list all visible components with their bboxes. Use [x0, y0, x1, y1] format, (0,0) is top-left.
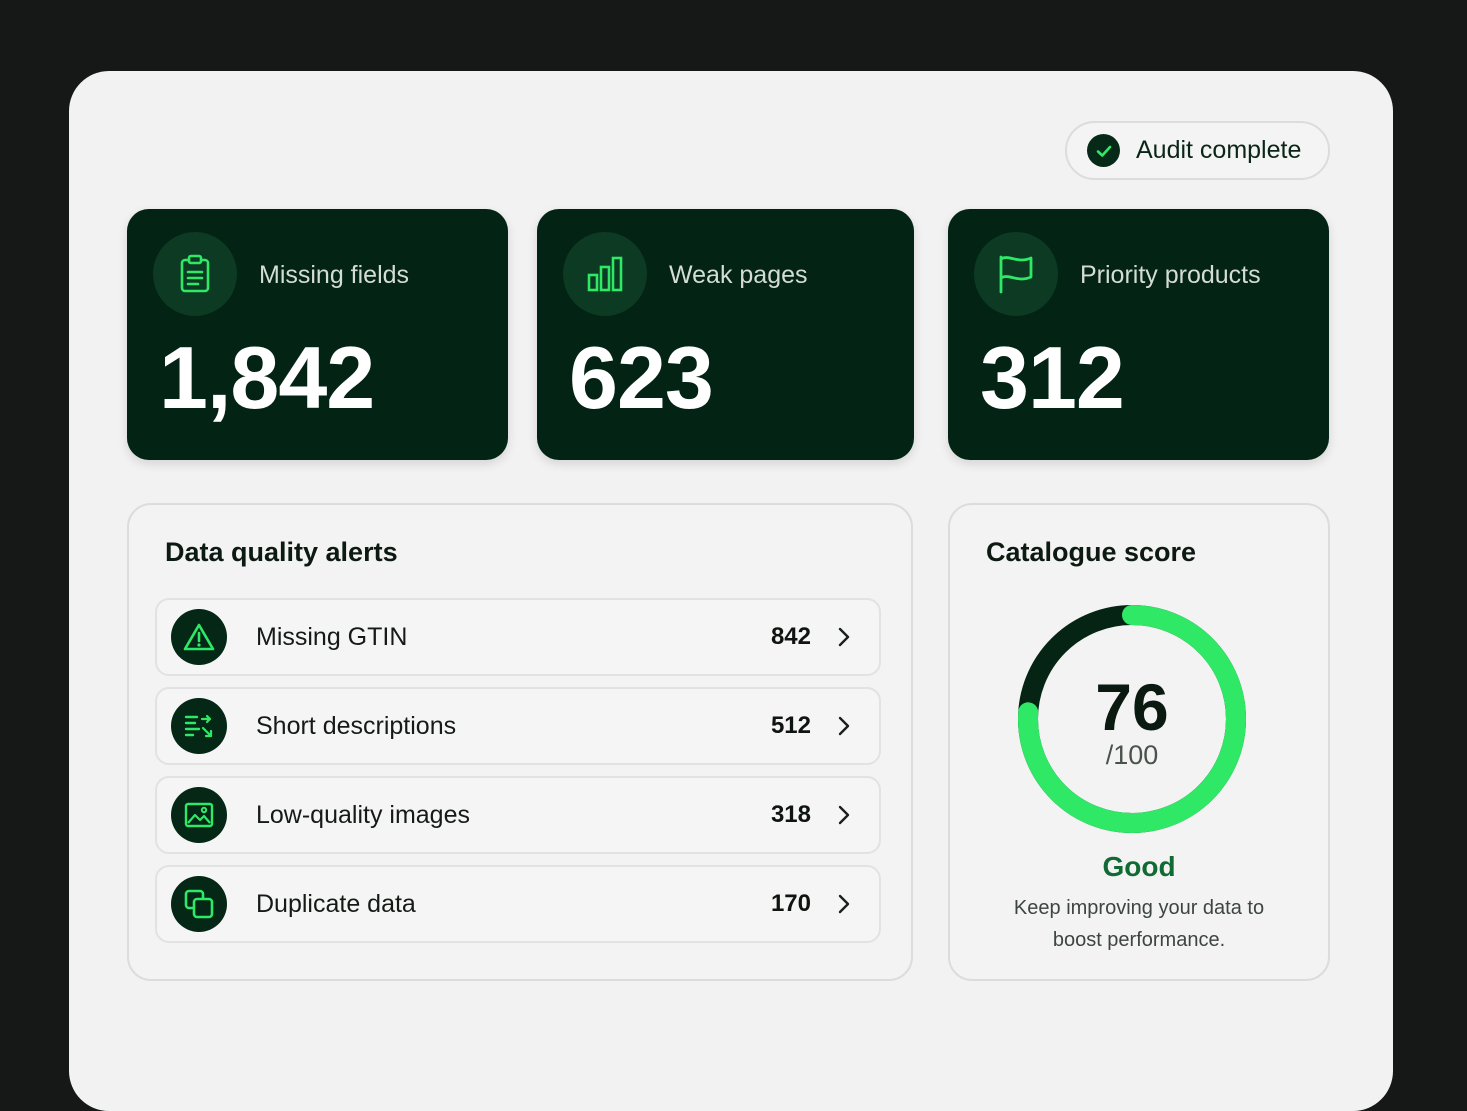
- check-circle-icon: [1087, 134, 1120, 167]
- score-gauge: 76 /100: [1016, 603, 1248, 835]
- dashboard-panel: Audit complete Missing fields 1,842 Weak…: [69, 71, 1393, 1111]
- data-quality-alerts-card: Data quality alerts Missing GTIN 842: [127, 503, 913, 981]
- catalogue-score-card: Catalogue score 76 /100 Good Keep improv…: [948, 503, 1330, 981]
- score-title: Catalogue score: [986, 537, 1197, 567]
- alert-row-missing-gtin[interactable]: Missing GTIN 842: [155, 598, 881, 676]
- alert-row-low-quality-images[interactable]: Low-quality images 318: [155, 776, 881, 854]
- audit-status-label: Audit complete: [1136, 136, 1302, 164]
- text-lines-icon: [171, 698, 227, 754]
- bar-chart-icon: [563, 232, 647, 316]
- alert-label: Short descriptions: [256, 712, 457, 740]
- alert-label: Low-quality images: [256, 801, 470, 829]
- alert-row-short-descriptions[interactable]: Short descriptions 512: [155, 687, 881, 765]
- score-ring-progress: [1018, 605, 1246, 833]
- alert-label: Duplicate data: [256, 890, 416, 918]
- alert-count: 318: [770, 801, 811, 828]
- chevron-right-icon[interactable]: [837, 626, 851, 648]
- alert-count: 170: [770, 890, 811, 917]
- chevron-right-icon[interactable]: [837, 893, 851, 915]
- stat-card-missing-fields[interactable]: Missing fields 1,842: [127, 209, 508, 460]
- alert-count: 842: [770, 623, 811, 650]
- stat-value: 623: [569, 328, 714, 427]
- stat-title: Priority products: [1080, 261, 1261, 289]
- alert-row-duplicate-data[interactable]: Duplicate data 170: [155, 865, 881, 943]
- clipboard-icon: [153, 232, 237, 316]
- score-status: Good: [1102, 851, 1176, 882]
- score-description: Keep improving your data to boost perfor…: [1013, 897, 1265, 951]
- flag-icon: [974, 232, 1058, 316]
- score-value: 76: [1095, 670, 1169, 744]
- copy-icon: [171, 876, 227, 932]
- stat-card-priority-products[interactable]: Priority products 312: [948, 209, 1329, 460]
- stat-title: Missing fields: [259, 261, 410, 289]
- stat-card-weak-pages[interactable]: Weak pages 623: [537, 209, 914, 460]
- stat-value: 312: [980, 328, 1125, 427]
- chevron-right-icon[interactable]: [837, 804, 851, 826]
- stat-title: Weak pages: [669, 261, 808, 289]
- alerts-title: Data quality alerts: [165, 537, 398, 567]
- image-icon: [171, 787, 227, 843]
- alert-count: 512: [770, 712, 811, 739]
- score-max: /100: [1105, 740, 1159, 770]
- chevron-right-icon[interactable]: [837, 715, 851, 737]
- audit-status-badge: Audit complete: [1065, 121, 1330, 180]
- warning-icon: [171, 609, 227, 665]
- stat-value: 1,842: [159, 328, 375, 427]
- score-ring: [1018, 605, 1246, 833]
- alert-label: Missing GTIN: [256, 623, 408, 651]
